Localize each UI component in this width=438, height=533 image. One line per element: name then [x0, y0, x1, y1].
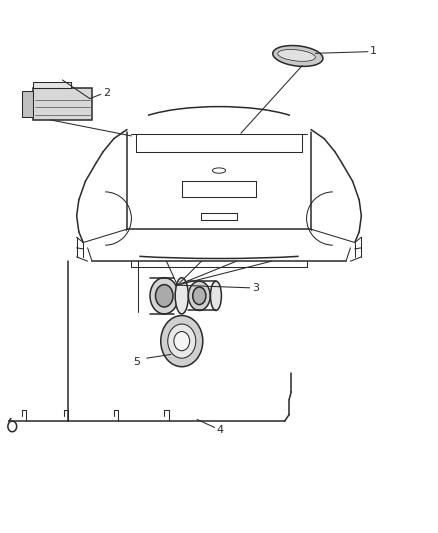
Circle shape	[161, 316, 203, 367]
Text: 4: 4	[217, 425, 224, 435]
Text: 3: 3	[252, 283, 259, 293]
Ellipse shape	[193, 287, 206, 305]
Ellipse shape	[155, 285, 173, 307]
Ellipse shape	[175, 278, 188, 314]
Ellipse shape	[273, 45, 323, 67]
Text: 1: 1	[370, 46, 377, 55]
Ellipse shape	[278, 50, 315, 61]
Circle shape	[168, 324, 196, 358]
Text: 5: 5	[134, 358, 141, 367]
Text: 2: 2	[103, 88, 110, 98]
Ellipse shape	[188, 281, 210, 310]
Circle shape	[174, 332, 190, 351]
Ellipse shape	[150, 278, 179, 314]
Bar	[33, 88, 92, 120]
Bar	[33, 82, 71, 88]
Ellipse shape	[210, 281, 221, 310]
Bar	[22, 91, 33, 117]
